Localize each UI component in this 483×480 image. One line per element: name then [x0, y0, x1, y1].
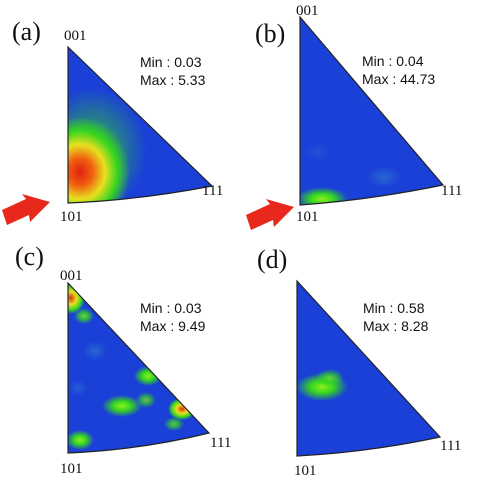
panel-d-min: Min : 0.58 — [363, 300, 425, 316]
panel-d-pole-101: 101 — [294, 463, 317, 479]
panel-d-max: Max : 8.28 — [363, 318, 429, 334]
panel-a-letter: (a) — [12, 17, 41, 46]
panel-a: (a) 001 Min : 0.03 Max : 5.33 111 101 — [2, 17, 223, 225]
panel-a-max: Max : 5.33 — [140, 72, 206, 88]
panel-a-arrow-icon — [2, 194, 50, 225]
panel-b-min: Min : 0.04 — [362, 53, 424, 69]
panel-b-letter: (b) — [255, 19, 285, 48]
panel-a-pole-111: 111 — [202, 183, 223, 199]
panel-b-max: Max : 44.73 — [362, 71, 435, 87]
panel-c-pole-101: 101 — [60, 461, 83, 477]
panel-b-pole-001: 001 — [296, 3, 319, 19]
panel-b-triangle-outline — [299, 15, 445, 206]
panel-b: (b) 001 Min : 0.04 Max : 44.73 111 101 — [246, 3, 462, 230]
panel-b-arrow-icon — [246, 199, 294, 230]
panel-c-triangle-outline — [67, 281, 211, 454]
panel-c-max: Max : 9.49 — [140, 318, 206, 334]
panel-d-pole-111: 111 — [440, 438, 461, 454]
panel-d: (d) Min : 0.58 Max : 8.28 111 101 — [257, 245, 461, 479]
panel-c: (c) 001 Min : 0.03 Max : 9.49 111 101 — [15, 242, 231, 477]
panel-b-pole-101: 101 — [296, 209, 319, 225]
panel-d-triangle-outline — [296, 279, 442, 457]
panel-b-triangle-fill — [300, 17, 443, 205]
panel-d-letter: (d) — [257, 245, 287, 274]
panel-c-pole-001: 001 — [60, 268, 83, 284]
panel-c-min: Min : 0.03 — [140, 300, 202, 316]
panel-a-pole-101: 101 — [60, 209, 83, 225]
panel-a-triangle-outline — [67, 45, 214, 204]
panel-a-pole-001: 001 — [64, 28, 87, 44]
panel-b-pole-111: 111 — [441, 183, 462, 199]
panel-c-letter: (c) — [15, 242, 44, 271]
panel-c-pole-111: 111 — [210, 435, 231, 451]
panel-a-min: Min : 0.03 — [140, 54, 202, 70]
